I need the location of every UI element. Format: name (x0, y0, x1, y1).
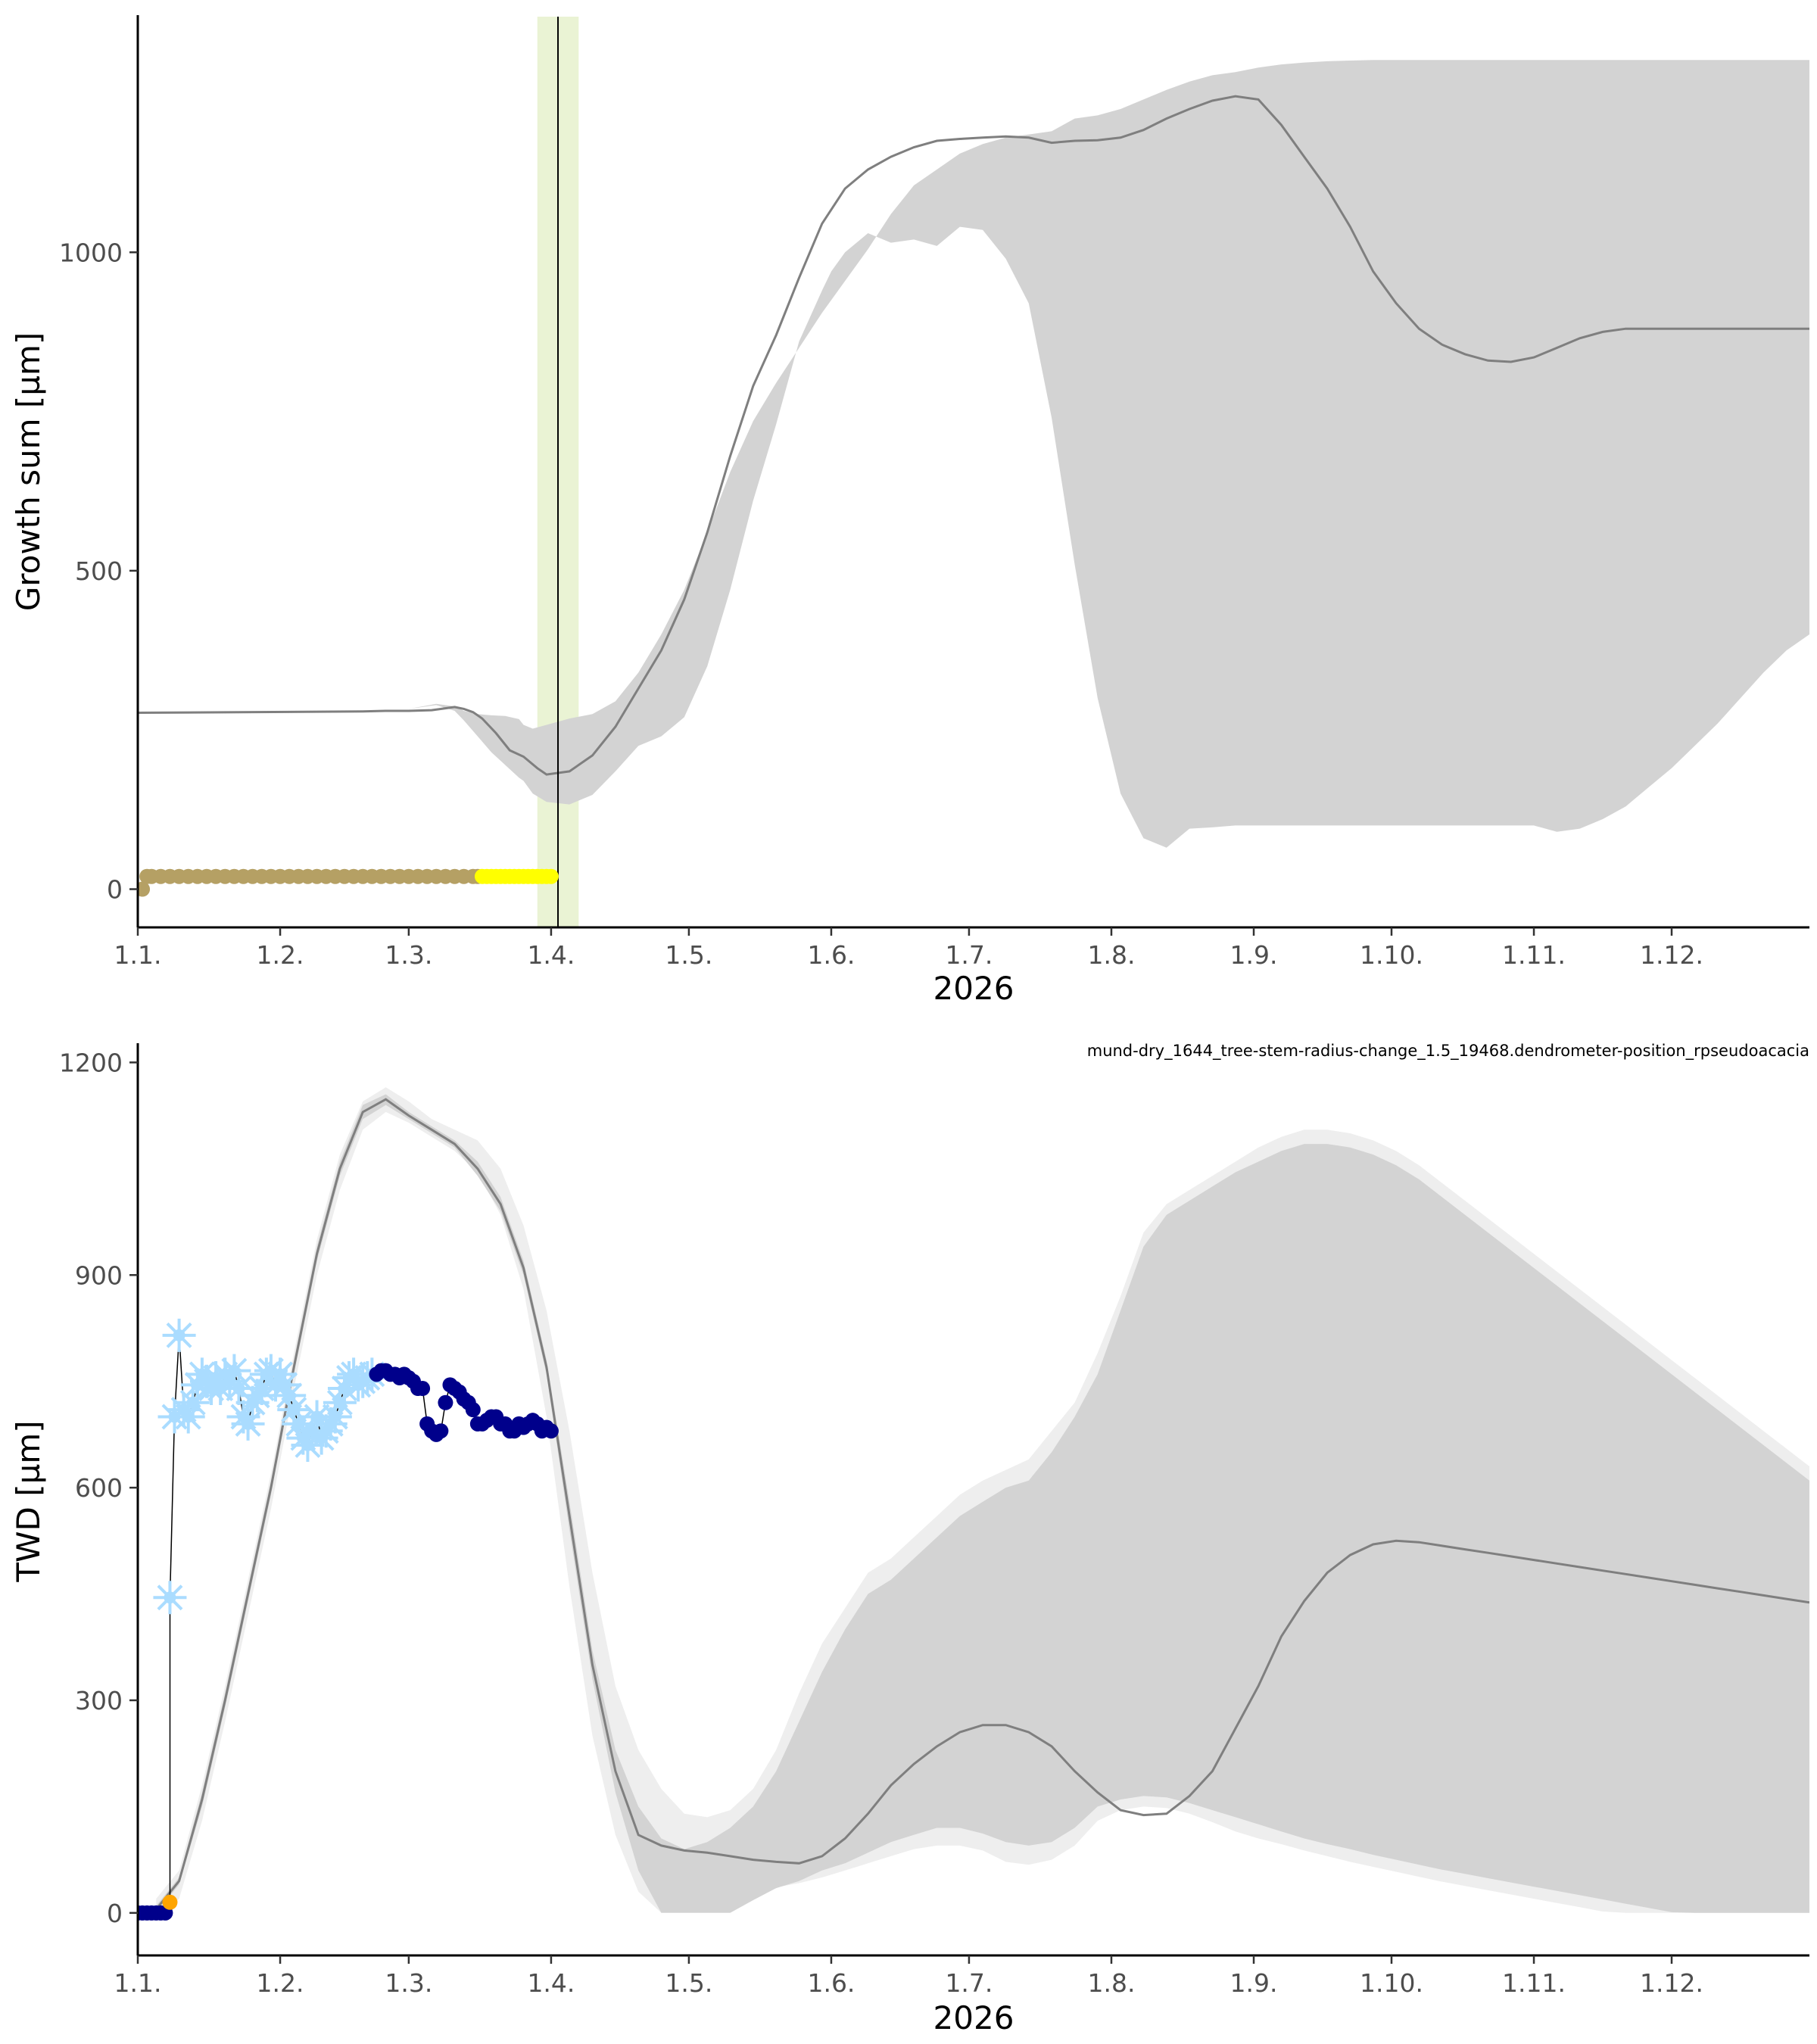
twd-y-tick-label: 300 (75, 1686, 123, 1715)
sensor-caption: mund-dry_1644_tree-stem-radius-change_1.… (1087, 1042, 1809, 1061)
growth-sum-x-tick-label: 1.12. (1640, 940, 1703, 970)
twd-band-area (156, 1094, 1809, 1913)
growth-sum-x-tick-label: 1.11. (1502, 940, 1566, 970)
twd-x-axis-title: 2026 (933, 1999, 1014, 2036)
twd-points (138, 1318, 559, 1921)
twd-x-tick-label: 1.12. (1640, 1968, 1703, 1998)
twd-point (415, 1381, 431, 1397)
twd-point (433, 1423, 449, 1439)
snowflake-marker (318, 1400, 352, 1434)
growth-sum-x-tick-label: 1.1. (114, 940, 162, 970)
growth-sum-x-tick-label: 1.7. (945, 940, 993, 970)
growth-points (138, 868, 559, 897)
growth-sum-x-tick-label: 1.9. (1230, 940, 1278, 970)
growth-sum-axes: 1.1. 1.2. 1.3. 1.4. 1.5. 1.6. 1.7. 1.8. 1.9. 1.10… (59, 15, 1809, 970)
twd-point (543, 1423, 559, 1439)
growth-sum-band (138, 60, 1809, 848)
twd-point (465, 1402, 481, 1418)
twd-x-tick-label: 1.3. (385, 1968, 432, 1998)
twd-mean-line (155, 1098, 1809, 1911)
growth-sum-y-tick-label: 1000 (59, 238, 123, 267)
growth-sum-band-area (138, 60, 1809, 848)
twd-y-axis-title: TWD [µm] (10, 1420, 47, 1582)
twd-point (162, 1894, 178, 1910)
twd-x-tick-label: 1.8. (1087, 1968, 1135, 1998)
growth-sum-y-tick-label: 0 (107, 875, 123, 905)
growth-sum-y-axis-title: Growth sum [µm] (10, 332, 47, 612)
twd-y-tick-label: 0 (107, 1899, 123, 1928)
snowflake-marker (162, 1318, 196, 1352)
twd-axes: 1.1. 1.2. 1.3. 1.4. 1.5. 1.6. 1.7. 1.8. 1.9. 1.10… (59, 1043, 1809, 1998)
growth-sum-x-tick-label: 1.3. (385, 940, 432, 970)
twd-y-tick-label: 600 (75, 1473, 123, 1503)
twd-x-tick-label: 1.2. (257, 1968, 304, 1998)
twd-y-tick-label: 900 (75, 1260, 123, 1290)
twd-x-tick-label: 1.6. (807, 1968, 855, 1998)
twd-x-tick-label: 1.4. (527, 1968, 575, 1998)
twd-mean-path (155, 1098, 1809, 1911)
twd-x-tick-label: 1.10. (1360, 1968, 1423, 1998)
twd-x-tick-label: 1.5. (665, 1968, 712, 1998)
twd-x-tick-label: 1.11. (1502, 1968, 1566, 1998)
growth-sum-mean-line (138, 95, 1809, 776)
snowflake-marker (153, 1581, 187, 1615)
twd-x-tick-label: 1.1. (114, 1968, 162, 1998)
growth-sum-panel: 1.1. 1.2. 1.3. 1.4. 1.5. 1.6. 1.7. 1.8. 1.9. 1.10… (10, 15, 1809, 1007)
growth-sum-mean-path (138, 95, 1809, 776)
growth-sum-x-tick-label: 1.2. (257, 940, 304, 970)
snowflake-marker (277, 1393, 311, 1427)
twd-x-tick-label: 1.7. (945, 1968, 993, 1998)
twd-y-tick-label: 1200 (59, 1048, 123, 1077)
snowflake-marker (231, 1407, 265, 1441)
twd-band (156, 1094, 1809, 1913)
growth-point (543, 868, 559, 884)
twd-panel: 1.1. 1.2. 1.3. 1.4. 1.5. 1.6. 1.7. 1.8. 1.9. 1.10… (10, 1042, 1809, 2036)
growth-sum-x-tick-label: 1.10. (1360, 940, 1423, 970)
twd-x-tick-label: 1.9. (1230, 1968, 1278, 1998)
growth-sum-x-tick-label: 1.6. (807, 940, 855, 970)
growth-sum-x-tick-label: 1.8. (1087, 940, 1135, 970)
growth-sum-x-tick-label: 1.5. (665, 940, 712, 970)
growth-sum-y-tick-label: 500 (75, 556, 123, 586)
growth-sum-x-axis-title: 2026 (933, 970, 1014, 1007)
growth-point (138, 881, 151, 897)
growth-sum-x-tick-label: 1.4. (527, 940, 575, 970)
twd-point (438, 1394, 453, 1410)
